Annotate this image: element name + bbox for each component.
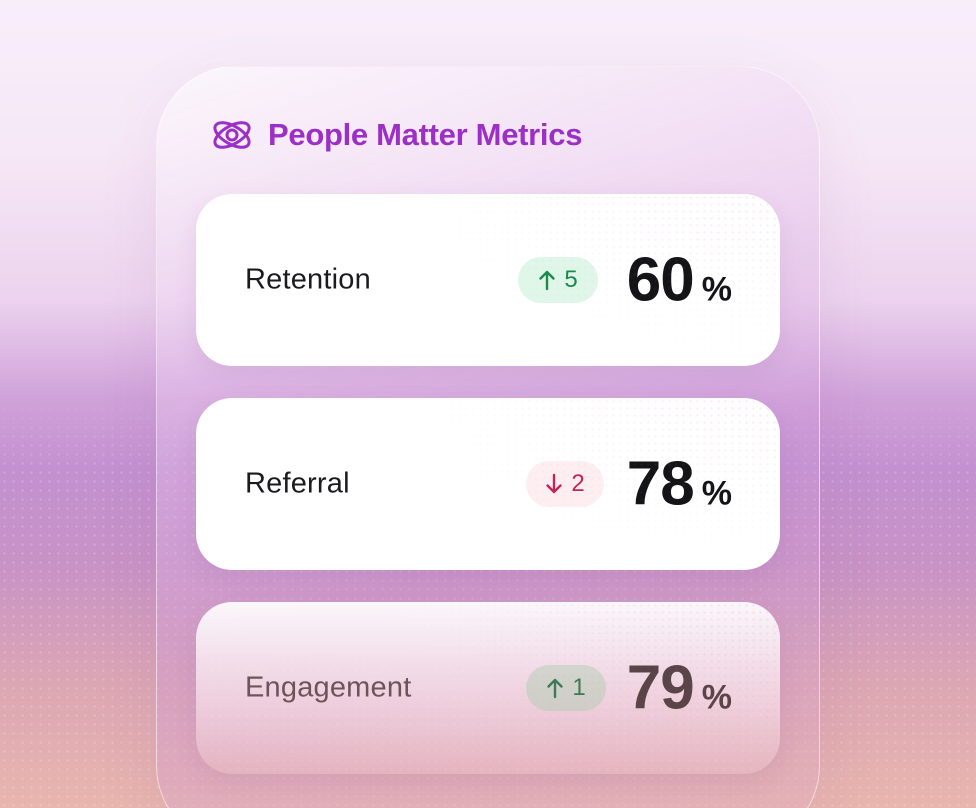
metric-number: 78 [626,449,695,519]
orbit-at-icon [213,121,251,149]
arrow-up-icon [547,678,564,699]
page-title: People Matter Metrics [268,117,583,152]
panel-header: People Matter Metrics [210,112,582,158]
metric-unit: % [701,270,732,309]
metric-card-retention: Retention 5 60 % [196,194,780,366]
arrow-down-icon [546,473,563,494]
trend-badge-down: 2 [526,461,604,507]
metric-label: Retention [245,263,371,296]
metric-value: 78 % [627,449,732,520]
arrow-up-icon [539,270,556,291]
trend-delta: 5 [564,266,578,293]
trend-delta: 1 [572,674,586,701]
metric-value: 79 % [627,653,732,724]
metric-card-referral: Referral 2 78 % [196,398,780,570]
metric-number: 79 [626,653,695,723]
trend-badge-up: 5 [518,257,598,303]
metric-label: Engagement [245,671,412,704]
metric-card-engagement: Engagement 1 79 % [196,602,780,774]
metric-unit: % [701,678,732,717]
metric-label: Referral [245,467,350,500]
trend-badge-up: 1 [526,665,606,711]
metric-number: 60 [626,245,695,315]
metric-unit: % [701,474,732,513]
trend-delta: 2 [571,470,585,497]
metric-value: 60 % [627,245,732,316]
